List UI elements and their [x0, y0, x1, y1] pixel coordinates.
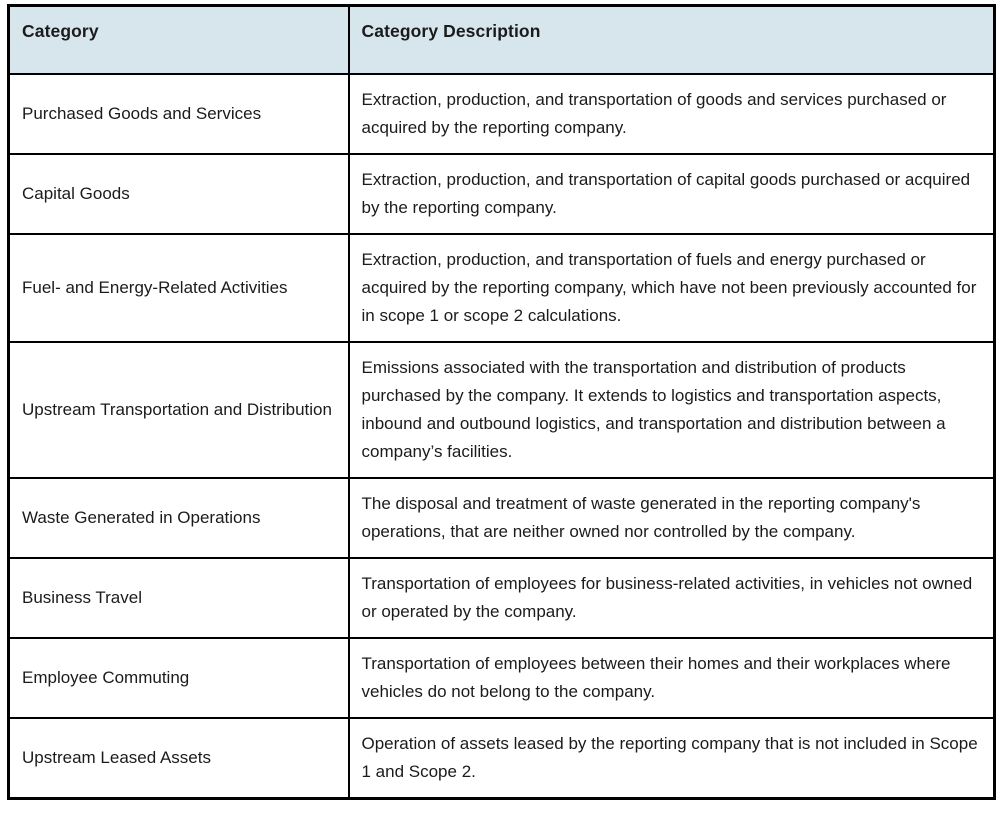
- description-cell: Extraction, production, and transportati…: [347, 72, 996, 155]
- table-row: Waste Generated in Operations The dispos…: [7, 476, 996, 559]
- table-row: Capital Goods Extraction, production, an…: [7, 152, 996, 235]
- category-cell: Upstream Leased Assets: [7, 716, 350, 799]
- description-cell: Transportation of employees between thei…: [347, 636, 996, 719]
- category-cell: Business Travel: [7, 556, 350, 639]
- category-cell: Fuel- and Energy-Related Activities: [7, 232, 350, 343]
- category-column-header: Category: [7, 4, 350, 75]
- category-cell: Purchased Goods and Services: [7, 72, 350, 155]
- description-cell: Transportation of employees for business…: [347, 556, 996, 639]
- category-cell: Employee Commuting: [7, 636, 350, 719]
- table-row: Purchased Goods and Services Extraction,…: [7, 72, 996, 155]
- table-row: Employee Commuting Transportation of emp…: [7, 636, 996, 719]
- description-cell: Extraction, production, and transportati…: [347, 152, 996, 235]
- category-cell: Upstream Transportation and Distribution: [7, 340, 350, 479]
- table-row: Upstream Leased Assets Operation of asse…: [7, 716, 996, 799]
- description-cell: The disposal and treatment of waste gene…: [347, 476, 996, 559]
- description-cell: Operation of assets leased by the report…: [347, 716, 996, 799]
- table-row: Upstream Transportation and Distribution…: [7, 340, 996, 479]
- table-row: Business Travel Transportation of employ…: [7, 556, 996, 639]
- table-body: Purchased Goods and Services Extraction,…: [7, 72, 996, 799]
- header-row: Category Category Description: [7, 4, 996, 75]
- description-cell: Extraction, production, and transportati…: [347, 232, 996, 343]
- category-cell: Waste Generated in Operations: [7, 476, 350, 559]
- table-row: Fuel- and Energy-Related Activities Extr…: [7, 232, 996, 343]
- description-cell: Emissions associated with the transporta…: [347, 340, 996, 479]
- table-header: Category Category Description: [7, 4, 996, 75]
- categories-table: Category Category Description Purchased …: [7, 4, 996, 800]
- category-cell: Capital Goods: [7, 152, 350, 235]
- description-column-header: Category Description: [347, 4, 996, 75]
